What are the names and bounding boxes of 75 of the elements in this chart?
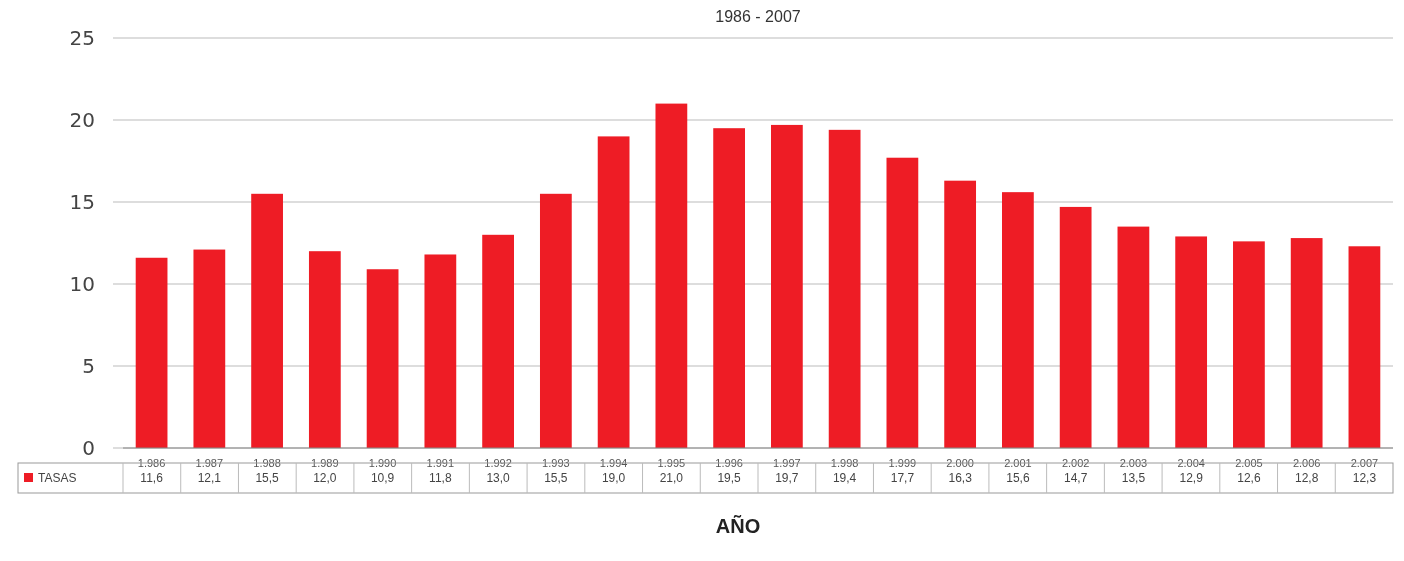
bar: [886, 157, 919, 448]
bar: [135, 257, 168, 448]
bar: [1175, 236, 1208, 448]
bar: [1117, 226, 1150, 448]
x-tick-label: 1.992: [484, 456, 512, 469]
bar: [251, 193, 283, 448]
x-tick-label: 1.996: [715, 456, 743, 469]
data-label: 13,5: [1121, 471, 1146, 486]
data-label: 15,6: [1006, 471, 1030, 486]
data-label: 19,4: [832, 471, 857, 486]
bar: [539, 193, 572, 448]
bar: [828, 129, 861, 448]
bar: [482, 234, 514, 448]
x-tick-label: 2.001: [1004, 456, 1032, 469]
x-tick-label: 1.997: [773, 456, 801, 469]
data-label: 12,0: [313, 471, 337, 486]
data-label: 19,5: [717, 471, 742, 486]
x-tick-label: 1.987: [195, 456, 224, 469]
y-tick-label: 10: [69, 272, 95, 296]
x-tick-label: 1.999: [888, 456, 917, 469]
bar: [1059, 206, 1092, 448]
x-tick-label: 1.995: [657, 456, 686, 469]
x-tick-label: 1.990: [368, 456, 397, 469]
x-tick-label: 2.003: [1119, 456, 1148, 469]
bar: [771, 124, 803, 448]
x-tick-label: 1.989: [311, 456, 339, 469]
y-tick-label: 15: [69, 190, 95, 214]
data-label: 12,8: [1294, 471, 1319, 486]
bar: [655, 103, 688, 448]
data-label: 15,5: [255, 471, 280, 486]
x-tick-label: 1.986: [137, 456, 166, 469]
data-label: 12,6: [1237, 471, 1261, 486]
chart-title: 1986 - 2007: [715, 8, 801, 25]
bar: [597, 136, 630, 448]
data-label: 11,6: [140, 471, 164, 486]
bar: [366, 269, 399, 448]
x-axis-title: AÑO: [715, 515, 761, 537]
data-label: 16,3: [948, 471, 973, 486]
bar: [713, 128, 746, 448]
bar: [1002, 192, 1034, 448]
data-label: 15,5: [544, 471, 568, 486]
x-tick-label: 2.005: [1235, 456, 1263, 469]
data-label: 14,7: [1063, 471, 1088, 486]
bar: [1348, 246, 1381, 448]
x-tick-label: 2.002: [1061, 456, 1090, 469]
y-tick-label: 5: [82, 354, 95, 378]
x-tick-label: 1.993: [542, 456, 570, 469]
x-tick-label: 1.994: [599, 456, 628, 469]
legend-label: TASAS: [38, 471, 77, 486]
x-tick-label: 2.007: [1350, 456, 1379, 469]
data-label: 10,9: [370, 471, 395, 486]
bar: [193, 249, 226, 448]
data-label: 12,3: [1352, 471, 1377, 486]
y-tick-label: 0: [82, 436, 95, 460]
data-label: 19,0: [601, 471, 626, 486]
x-tick-label: 1.998: [830, 456, 859, 469]
data-label: 12,9: [1179, 471, 1204, 486]
x-tick-label: 1.988: [253, 456, 281, 469]
data-label: 21,0: [659, 471, 684, 486]
data-label: 17,7: [890, 471, 915, 486]
data-label: 11,8: [429, 471, 452, 486]
bar: [1233, 241, 1265, 448]
x-tick-label: 2.000: [946, 456, 974, 469]
bar: [424, 254, 457, 448]
data-label: 12,1: [197, 471, 222, 486]
y-tick-label: 20: [69, 108, 95, 132]
bar: [308, 251, 341, 448]
data-label: 13,0: [486, 471, 511, 486]
data-label: 19,7: [775, 471, 799, 486]
x-tick-label: 2.004: [1177, 456, 1205, 469]
x-tick-label: 2.006: [1292, 456, 1321, 469]
bar: [1290, 238, 1323, 448]
x-tick-label: 1.991: [426, 456, 455, 469]
y-tick-label: 25: [69, 26, 95, 50]
bar: [944, 180, 977, 448]
